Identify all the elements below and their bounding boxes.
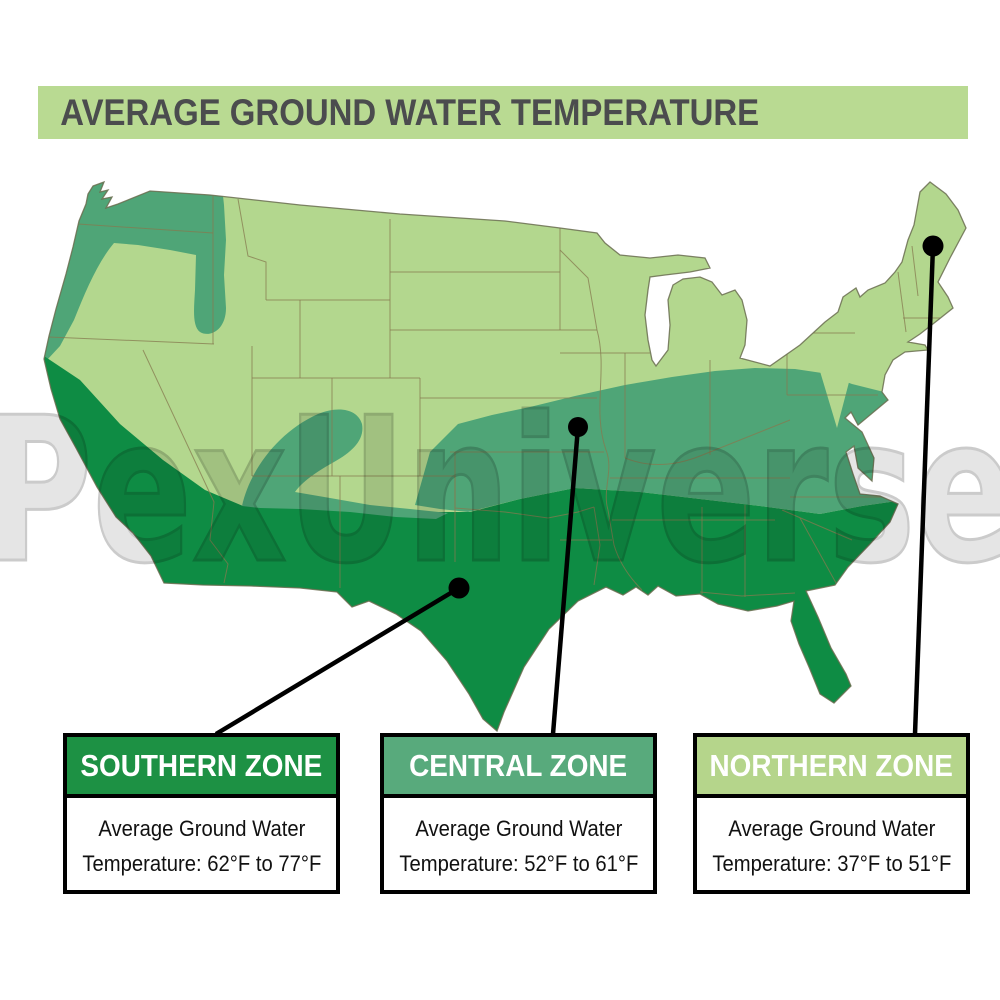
callouts	[214, 235, 944, 736]
legend-box-southern-zone: SOUTHERN ZONE Average Ground Water Tempe…	[63, 733, 340, 894]
legend-text-line2: Temperature: 37°F to 51°F	[712, 851, 951, 876]
legend-box-central-zone: CENTRAL ZONE Average Ground Water Temper…	[380, 733, 657, 894]
legend-text-line1: Average Ground Water	[727, 816, 935, 841]
callout-dot-central	[568, 417, 588, 437]
legend-text-line1: Average Ground Water	[414, 816, 622, 841]
legend-text-line1: Average Ground Water	[97, 816, 305, 841]
page-title: AVERAGE GROUND WATER TEMPERATURE	[60, 91, 760, 133]
callout-dot-northern	[922, 235, 944, 257]
callout-dot-southern	[448, 577, 470, 599]
zone-central-southwest-wing	[242, 409, 448, 519]
legend-text-line2: Temperature: 62°F to 77°F	[82, 851, 321, 876]
legend-box-northern-zone: NORTHERN ZONE Average Ground Water Tempe…	[693, 733, 970, 894]
watermark-text: PexUniverse	[0, 375, 1000, 608]
zone-central-band	[415, 368, 925, 514]
legend-header-central: CENTRAL ZONE	[384, 737, 653, 798]
us-outline	[43, 180, 967, 733]
legend-body-northern: Average Ground Water Temperature: 37°F t…	[697, 798, 966, 881]
callout-line-southern	[214, 586, 461, 736]
legend-header-northern: NORTHERN ZONE	[697, 737, 966, 798]
legend-label-northern: NORTHERN ZONE	[709, 747, 954, 783]
zone-northern-newjersey-wedge	[816, 358, 854, 428]
callout-line-central	[550, 426, 581, 735]
legend-body-central: Average Ground Water Temperature: 52°F t…	[384, 798, 653, 881]
legend-body-southern: Average Ground Water Temperature: 62°F t…	[67, 798, 336, 881]
state-borders	[48, 196, 940, 597]
legend-text-line2: Temperature: 52°F to 61°F	[399, 851, 638, 876]
legend-label-central: CENTRAL ZONE	[409, 747, 628, 783]
legend-label-southern: SOUTHERN ZONE	[80, 747, 323, 783]
callout-line-northern	[912, 245, 936, 735]
title-bar: AVERAGE GROUND WATER TEMPERATURE	[38, 86, 968, 139]
legend-header-southern: SOUTHERN ZONE	[67, 737, 336, 798]
